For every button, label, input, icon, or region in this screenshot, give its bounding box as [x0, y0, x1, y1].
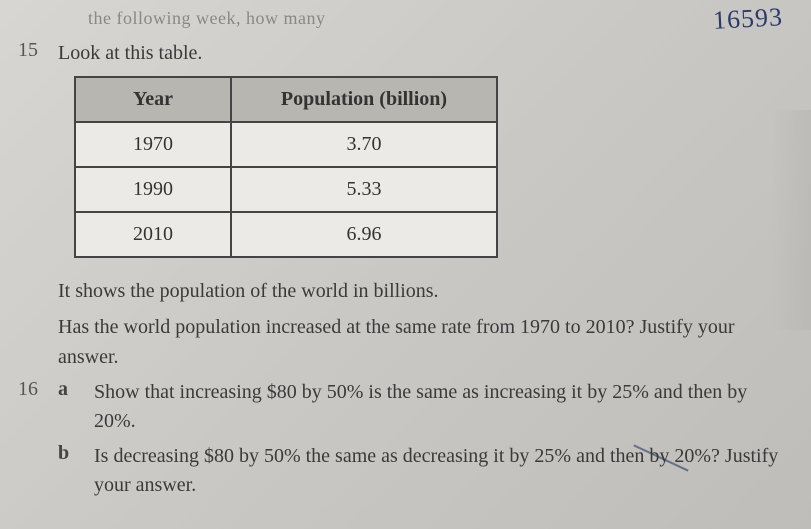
cell-year: 1970: [75, 122, 231, 167]
part-letter-a: a: [58, 378, 94, 401]
table-row: 2010 6.96: [75, 212, 497, 257]
cell-year: 1990: [75, 167, 231, 212]
cell-population: 3.70: [231, 122, 497, 167]
question-15-intro: Look at this table.: [58, 39, 793, 68]
cell-year: 2010: [75, 212, 231, 257]
column-header-population: Population (billion): [231, 77, 497, 122]
part-letter-b: b: [58, 442, 94, 465]
question-16b-text: Is decreasing $80 by 50% the same as dec…: [94, 442, 793, 500]
cell-population: 5.33: [231, 167, 497, 212]
table-row: 1990 5.33: [75, 167, 497, 212]
question-15-para1: It shows the population of the world in …: [58, 276, 793, 306]
question-number-16: 16: [18, 378, 58, 401]
question-16a-text: Show that increasing $80 by 50% is the s…: [94, 378, 793, 436]
question-16-part-b: b Is decreasing $80 by 50% the same as d…: [18, 442, 793, 500]
question-15-para2: Has the world population increased at th…: [58, 312, 793, 372]
column-header-year: Year: [75, 77, 231, 122]
partial-previous-line: the following week, how many: [88, 8, 793, 29]
question-16-part-a: 16 a Show that increasing $80 by 50% is …: [18, 378, 793, 436]
table-row: 1970 3.70: [75, 122, 497, 167]
table-header-row: Year Population (billion): [75, 77, 497, 122]
population-table: Year Population (billion) 1970 3.70 1990…: [74, 76, 498, 258]
question-15-header: 15 Look at this table.: [18, 39, 793, 68]
textbook-page: the following week, how many 15 Look at …: [0, 0, 811, 524]
cell-population: 6.96: [231, 212, 497, 257]
question-number-15: 15: [18, 39, 58, 62]
